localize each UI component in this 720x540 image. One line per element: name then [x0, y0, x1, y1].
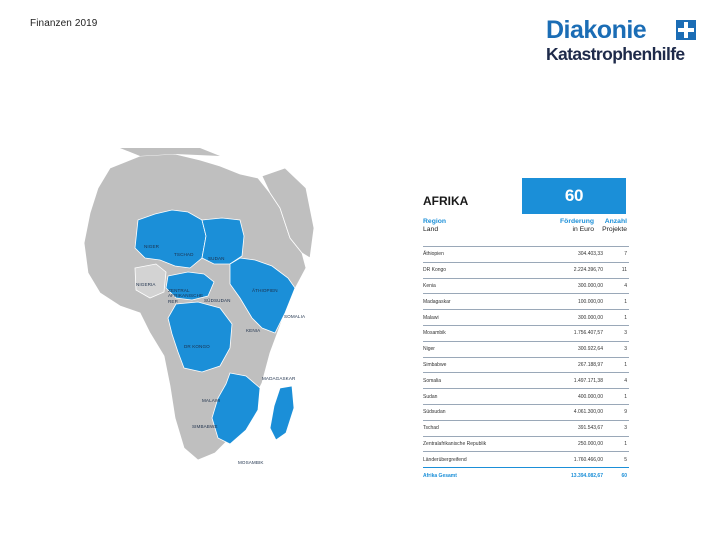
table-row: Simbabwe 267.188,97 1 — [423, 356, 629, 373]
map-label-malawi: MALAWI — [202, 398, 221, 403]
table-row: Tschad 391.543,67 3 — [423, 419, 629, 437]
map-label-suedsudan: SÜDSUDAN — [204, 298, 231, 303]
table-row: Somalia 1.497.171,38 4 — [423, 372, 629, 389]
table-row: Südsudan 4.061.300,00 9 — [423, 403, 629, 421]
map-label-mosambik: MOSAMBIK — [238, 460, 264, 465]
table-row: Mosambik 1.756.407,57 3 — [423, 324, 629, 342]
logo-line-1: Diakonie — [546, 16, 647, 44]
table-row: Niger 300.922,64 3 — [423, 340, 629, 358]
africa-map-graphic — [83, 148, 315, 461]
diakonie-logo: Diakonie Katastrophenhilfe — [546, 18, 698, 66]
map-label-zentralafrika: ZENTRAL AFRIKANISCHE REP. — [168, 288, 204, 304]
slide-title: Finanzen 2019 — [30, 18, 98, 29]
table-total-row: Afrika Gesamt 13.394.082,67 60 — [423, 467, 629, 483]
map-label-kenia: KENIA — [246, 328, 261, 333]
nigeria-shape — [134, 263, 167, 299]
map-label-nigeria: NIGERIA — [136, 282, 156, 287]
diakonie-cross-icon — [676, 20, 696, 40]
map-label-aethiopien: ÄTHIOPIEN — [252, 288, 278, 293]
map-label-madagaskar: MADAGASKAR — [262, 376, 296, 381]
table-row: DR Kongo 2.224.396,70 11 — [423, 261, 629, 279]
highlight-madagascar — [269, 385, 295, 441]
table-row: Sudan 400.000,00 1 — [423, 388, 629, 405]
map-label-simbabwe: SIMBABWE — [192, 424, 218, 429]
table-row: Länderübergreifend 1.760.466,00 5 — [423, 451, 629, 468]
table-row: Malawi 300.000,00 1 — [423, 309, 629, 326]
projects-table-body: Äthiopien 304.403,33 7 DR Kongo 2.224.396,7… — [423, 246, 629, 483]
africa-map: NIGER TSCHAD SUDAN NIGERIA ÄTHIOPIEN ZEN… — [80, 148, 320, 478]
projects-banner: 60 PROJEKTE — [522, 178, 626, 241]
table-row: Zentralafrikanische Republik 250.000,00 1 — [423, 435, 629, 452]
arabian-peninsula-shape — [261, 167, 315, 259]
table-row: Äthiopien 304.403,33 7 — [423, 246, 629, 263]
table-row: Madagaskar 100.000,00 1 — [423, 293, 629, 310]
map-label-tschad: TSCHAD — [174, 252, 194, 257]
highlight-horn — [229, 257, 296, 334]
column-header-foerderung: Förderung in Euro — [560, 218, 594, 233]
highlight-drc — [167, 301, 233, 373]
highlight-car — [165, 271, 215, 301]
region-title: AFRIKA — [423, 194, 469, 208]
map-label-niger: NIGER — [144, 244, 160, 249]
column-header-region: Region Land — [423, 218, 447, 233]
highlight-southeast — [211, 372, 261, 445]
map-label-drkongo: DR KONGO — [184, 344, 210, 349]
map-label-somalia: SOMALIA — [284, 314, 306, 319]
map-label-sudan: SUDAN — [208, 256, 225, 261]
table-row: Kenia 300.000,00 4 — [423, 277, 629, 294]
logo-line-2: Katastrophenhilfe — [546, 44, 685, 64]
europe-top-shape — [120, 148, 220, 156]
column-header-anzahl: Anzahl Projekte — [602, 218, 627, 233]
